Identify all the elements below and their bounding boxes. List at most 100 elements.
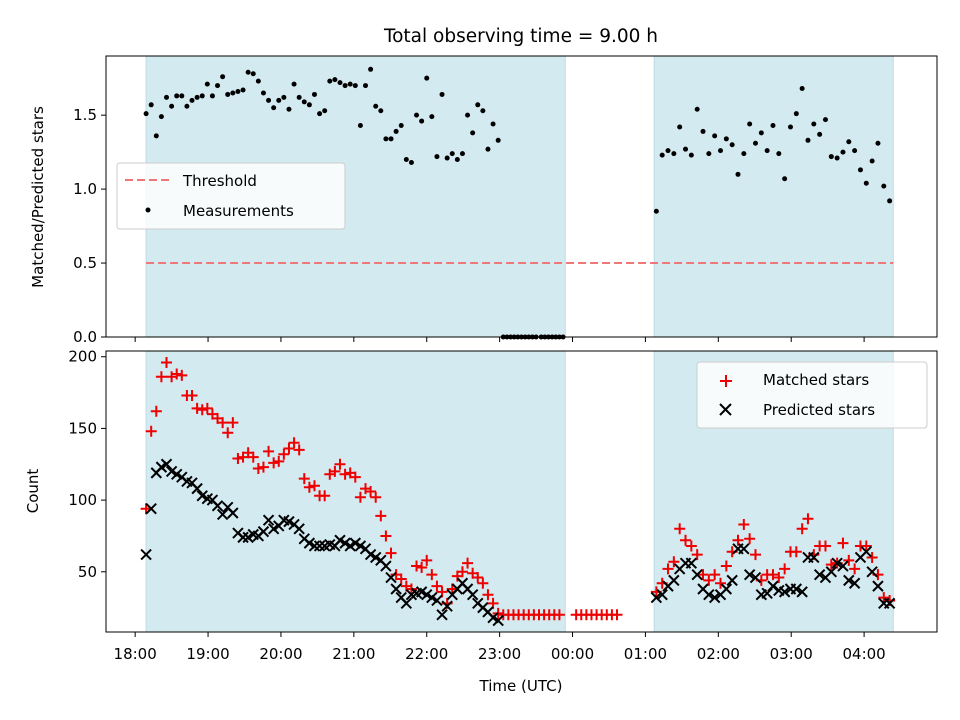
predicted-star-point [400,597,413,610]
matched-star-point [191,402,203,414]
matched-star-point [201,402,213,414]
matched-star-point [796,523,808,535]
x-tick-label: 00:00 [551,645,594,663]
measurement-point [398,123,404,129]
matched-star-point [703,574,715,586]
measurement-point [747,121,753,127]
predicted-star-point [743,568,756,581]
measurement-point [454,157,460,163]
matched-star-point [411,560,423,572]
matched-star-point [161,356,173,368]
matched-star-point [462,557,474,569]
legend-predicted-label: Predicted stars [763,401,875,419]
x-axis-label: Time (UTC) [479,677,563,695]
predicted-star-point [431,594,443,607]
predicted-star-point [191,482,203,495]
measurement-point [828,154,834,160]
matched-star-point [308,480,320,492]
x-tick-label: 19:00 [186,645,229,663]
predicted-star-point [668,574,680,587]
measurement-point [148,102,154,108]
matched-star-point [349,471,361,483]
predicted-star-point [160,458,173,470]
measurement-point [393,128,399,134]
measurement-point [439,91,445,97]
count-x-axis: 18:00 19:00 20:00 21:00 22:00 23:00 00:00 01:00… [114,632,886,663]
matched-star-point [257,461,269,473]
legend-predicted-swatch [719,403,732,416]
matched-stars-series [140,356,896,621]
measurement-point [414,112,420,118]
measurement-point [834,155,840,161]
measurement-point [846,139,852,145]
measurement-point [209,93,215,99]
count-y-axis: 50 100 150 200 [68,348,106,581]
measurement-point [787,124,793,130]
measurement-point [245,69,251,75]
matched-star-point [843,554,855,566]
x-tick-label: 21:00 [332,645,375,663]
matched-star-point [446,583,458,595]
legend-matched-label: Matched stars [763,371,869,389]
matched-star-point [732,534,744,546]
ratio-y-label: Matched/Predicted stars [29,106,47,288]
matched-star-point [749,549,761,561]
predicted-star-point [866,566,878,578]
measurement-point [225,91,231,97]
matched-star-point [416,561,428,573]
measurement-point [465,112,471,118]
measurement-point [840,149,846,155]
matched-star-point [482,589,494,601]
matched-star-point [273,455,285,467]
measurement-point [281,94,287,100]
measurement-point [653,208,659,214]
measurement-point [805,137,811,143]
predicted-star-point [466,589,479,601]
measurement-point [408,159,414,165]
measurement-point [449,151,455,157]
matched-star-point [744,533,756,545]
matched-star-point [375,510,387,522]
measurement-point [485,146,491,152]
measurement-point [822,117,828,123]
measurement-point [419,118,425,124]
measurement-point [700,128,706,134]
predicted-star-point [808,551,820,564]
predicted-star-point [380,560,392,572]
matched-star-point [263,445,275,457]
measurement-point [153,133,159,139]
ratio-panel-frame [105,55,938,338]
measurement-point [793,111,799,117]
matched-star-point [472,572,484,584]
x-tick-label: 01:00 [624,645,667,663]
measurement-point [235,88,241,94]
matched-star-point [222,427,234,439]
matched-star-point [319,490,331,502]
matched-star-point [421,554,433,566]
matched-star-point [354,491,366,503]
matched-star-point [553,609,565,621]
y-tick-label: 0.5 [73,254,97,272]
x-tick-label: 03:00 [770,645,813,663]
matched-star-point [431,580,443,592]
predicted-star-point [145,502,157,515]
matched-star-point [685,540,697,552]
matched-star-point [790,546,802,558]
measurement-point [887,198,893,204]
legend-threshold-label: Threshold [182,172,257,190]
measurement-point [752,140,758,146]
matched-star-point [668,556,680,568]
measurement-point [741,151,747,157]
matched-star-point [819,540,831,552]
count-y-label: Count [24,469,42,514]
x-tick-label: 20:00 [259,645,302,663]
matched-star-point [334,458,346,470]
matched-star-point [293,444,305,456]
predicted-star-point [703,589,715,601]
matched-star-point [196,404,208,416]
predicted-star-point [436,609,448,621]
matched-star-point [150,405,162,417]
measurement-point [240,87,246,93]
measurement-point [373,103,379,109]
measurement-point [782,176,788,182]
